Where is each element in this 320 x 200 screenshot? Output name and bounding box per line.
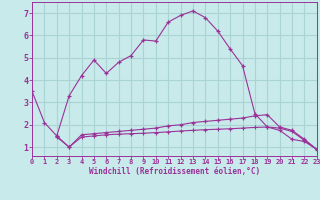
X-axis label: Windchill (Refroidissement éolien,°C): Windchill (Refroidissement éolien,°C) xyxy=(89,167,260,176)
